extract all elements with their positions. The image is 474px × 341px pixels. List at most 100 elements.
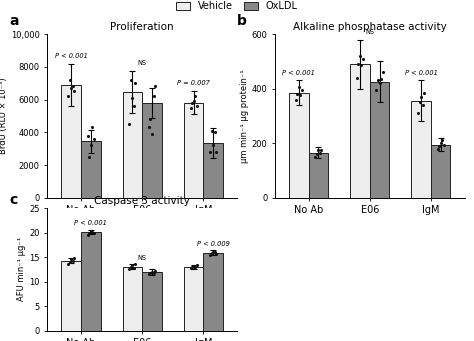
Point	[293, 91, 301, 97]
Point	[64, 93, 72, 99]
Point	[297, 93, 304, 98]
Bar	[62, 261, 81, 331]
Point	[358, 63, 365, 68]
Point	[188, 264, 196, 270]
Point	[420, 90, 428, 95]
Point	[440, 142, 447, 147]
Y-axis label: BrdU (RLU × 10⁻³): BrdU (RLU × 10⁻³)	[0, 78, 8, 154]
Point	[146, 270, 154, 276]
Point	[190, 263, 197, 269]
Point	[67, 256, 75, 262]
Point	[132, 80, 139, 86]
Point	[419, 102, 427, 108]
Point	[379, 70, 386, 75]
Point	[355, 61, 362, 67]
Point	[414, 110, 422, 116]
Point	[353, 75, 361, 80]
Point	[89, 125, 96, 130]
Point	[193, 103, 201, 109]
Bar	[411, 101, 431, 198]
Point	[188, 100, 196, 106]
Text: P < 0.009: P < 0.009	[197, 240, 229, 247]
Point	[208, 250, 215, 256]
Point	[64, 262, 72, 267]
Y-axis label: AFU min⁻¹ μg⁻¹: AFU min⁻¹ μg⁻¹	[18, 237, 27, 301]
Point	[69, 84, 77, 89]
Point	[145, 125, 153, 130]
Point	[66, 77, 73, 83]
Point	[66, 259, 73, 265]
Text: a: a	[9, 14, 19, 28]
Bar	[123, 267, 142, 331]
Point	[359, 56, 367, 61]
Point	[376, 80, 383, 86]
Bar	[81, 141, 100, 198]
Point	[126, 267, 133, 272]
Point	[187, 105, 194, 110]
Point	[434, 146, 441, 151]
Point	[208, 128, 215, 133]
Point	[128, 95, 136, 101]
Text: c: c	[9, 193, 18, 207]
Point	[90, 230, 98, 235]
Text: P < 0.001: P < 0.001	[283, 70, 315, 76]
Point	[435, 143, 443, 149]
Point	[128, 263, 136, 268]
Point	[191, 93, 199, 99]
Bar	[142, 103, 162, 198]
Point	[416, 100, 423, 105]
Text: NS: NS	[365, 29, 374, 35]
Text: P < 0.001: P < 0.001	[74, 220, 107, 226]
Text: P < 0.001: P < 0.001	[55, 53, 88, 59]
Bar	[350, 64, 370, 198]
Point	[356, 53, 364, 59]
Point	[318, 147, 325, 153]
Point	[67, 85, 75, 91]
Point	[127, 77, 135, 83]
Point	[146, 117, 154, 122]
Bar	[370, 82, 389, 198]
Point	[130, 103, 138, 109]
Point	[210, 143, 217, 148]
Point	[292, 97, 300, 102]
Legend: Vehicle, OxLDL: Vehicle, OxLDL	[176, 1, 298, 12]
Bar	[289, 93, 309, 198]
Point	[84, 232, 91, 238]
Bar	[203, 143, 223, 198]
Title: Proliferation: Proliferation	[110, 22, 174, 32]
Point	[187, 265, 194, 271]
Point	[90, 136, 98, 142]
Bar	[81, 232, 100, 331]
Point	[295, 85, 302, 90]
Bar	[142, 272, 162, 331]
Point	[69, 258, 77, 263]
Text: NS: NS	[138, 255, 146, 261]
Title: Caspase 3 activity: Caspase 3 activity	[94, 196, 190, 206]
Point	[85, 230, 93, 235]
Point	[211, 249, 219, 254]
Text: P < 0.001: P < 0.001	[405, 70, 438, 76]
Point	[211, 130, 219, 135]
Point	[298, 87, 306, 93]
Point	[150, 93, 157, 99]
Point	[151, 269, 159, 274]
Point	[148, 131, 156, 137]
Bar	[309, 153, 328, 198]
Point	[377, 76, 385, 82]
Point	[316, 150, 324, 155]
Point	[71, 255, 78, 261]
Point	[84, 133, 91, 138]
Bar	[123, 92, 142, 198]
Point	[206, 149, 214, 155]
Point	[150, 270, 157, 276]
Point	[374, 78, 382, 83]
Point	[212, 149, 220, 155]
Point	[212, 251, 220, 256]
Point	[373, 87, 380, 93]
Point	[311, 154, 319, 160]
Point	[417, 94, 425, 100]
Point	[130, 265, 138, 271]
Point	[71, 89, 78, 94]
Point	[126, 121, 133, 127]
Bar	[184, 267, 203, 331]
